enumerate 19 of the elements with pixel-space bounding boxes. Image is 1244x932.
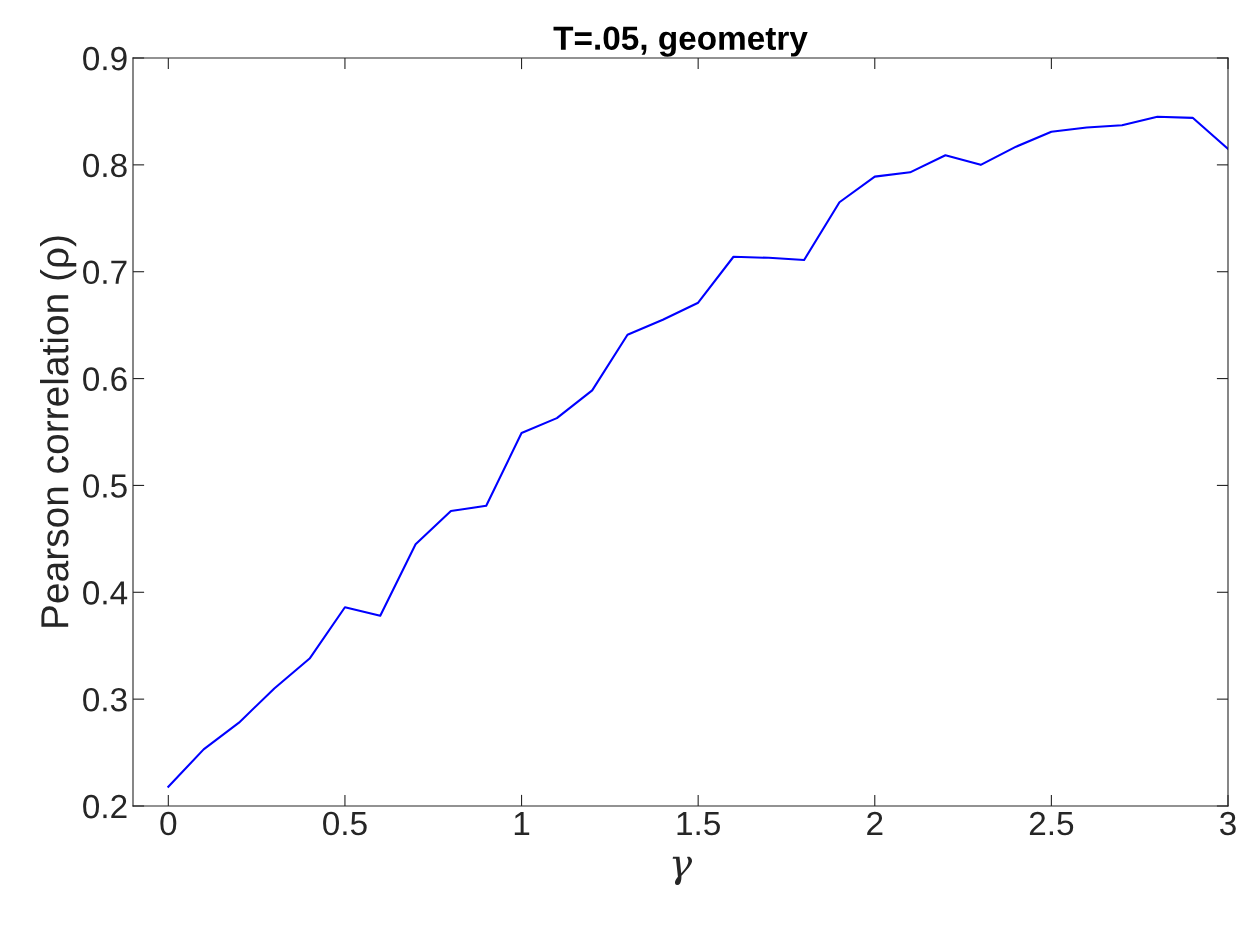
x-tick-label: 2	[867, 811, 883, 836]
y-tick-label: 0.8	[83, 153, 127, 178]
y-tick-label: 0.3	[83, 687, 127, 712]
y-tick-label: 0.4	[83, 581, 128, 605]
x-axis-title: γ	[672, 856, 693, 886]
chart-title: T=.05, geometry	[553, 26, 808, 57]
y-tick-label: 0.5	[83, 474, 127, 498]
x-tick-label: 0.5	[323, 811, 367, 836]
x-tick-label: 1.5	[677, 812, 720, 836]
y-tick-label: 0.9	[83, 46, 127, 71]
x-tick-label: 0	[160, 811, 177, 836]
x-tick-label: 1	[514, 812, 530, 836]
y-tick-label: 0.6	[83, 367, 127, 391]
x-tick-label: 2.5	[1029, 811, 1074, 836]
y-axis-title: Pearson correlation (ρ)	[40, 236, 77, 627]
x-tick-label: 3	[1220, 811, 1236, 836]
y-tick-label: 0.2	[83, 794, 127, 819]
y-tick-label: 0.7	[83, 260, 127, 285]
line-series	[167, 115, 1228, 788]
